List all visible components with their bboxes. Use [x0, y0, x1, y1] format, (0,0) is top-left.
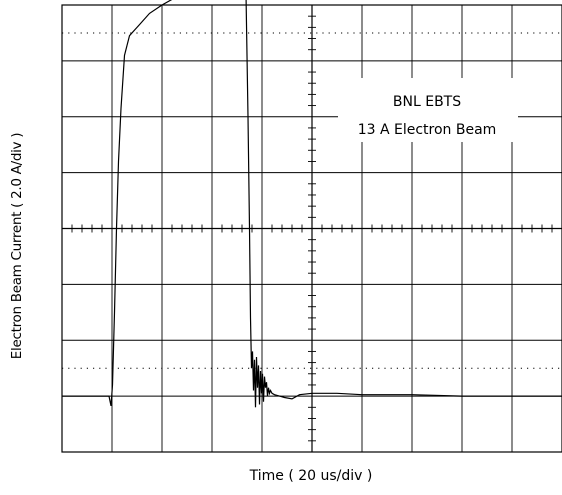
annotation-line-1: BNL EBTS [393, 94, 461, 110]
annotation-box [338, 78, 518, 142]
x-axis-label: Time ( 20 us/div ) [249, 468, 373, 484]
center-axes [62, 5, 562, 452]
beam-current-trace [62, 0, 562, 408]
annotation-line-2: 13 A Electron Beam [358, 122, 497, 138]
y-axis-label: Electron Beam Current ( 2.0 A/div ) [9, 132, 25, 360]
